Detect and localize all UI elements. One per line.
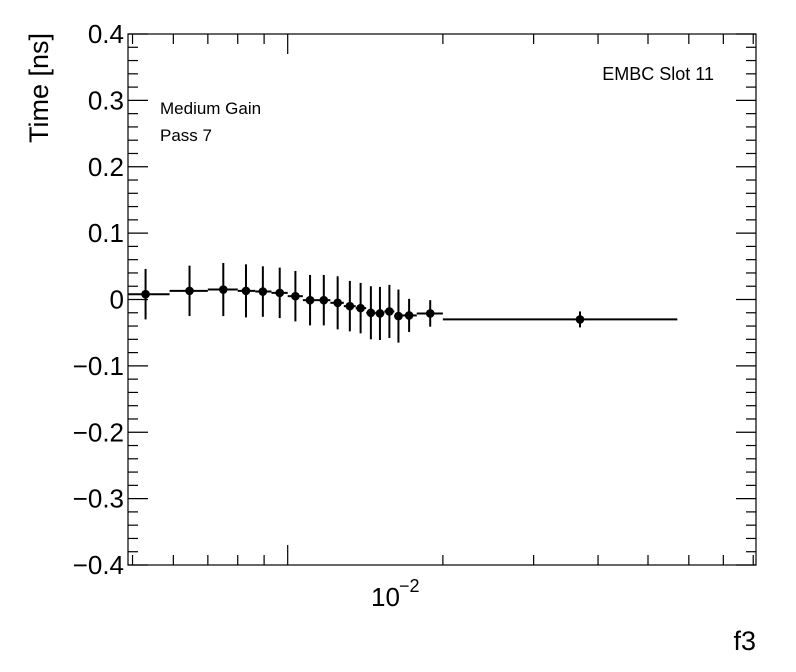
data-point bbox=[394, 289, 403, 343]
y-tick-label: 0 bbox=[110, 285, 124, 315]
data-point bbox=[384, 284, 395, 338]
y-tick-label: 0.2 bbox=[88, 152, 124, 182]
point-marker bbox=[345, 301, 355, 311]
x-tick-label-base: 10 bbox=[371, 582, 400, 612]
data-point bbox=[169, 265, 208, 317]
point-marker bbox=[241, 286, 251, 296]
data-point bbox=[302, 274, 318, 326]
data-point bbox=[366, 286, 376, 340]
y-tick-label: 0.4 bbox=[88, 19, 124, 49]
point-marker bbox=[375, 309, 385, 318]
point-marker bbox=[258, 287, 268, 296]
y-tick-label: −0.3 bbox=[73, 484, 124, 514]
data-series bbox=[128, 262, 678, 343]
data-point bbox=[375, 286, 385, 340]
x-axis-title: f3 bbox=[733, 626, 756, 656]
axis-ticks bbox=[128, 33, 756, 566]
data-point bbox=[207, 262, 238, 317]
point-marker bbox=[385, 307, 394, 316]
data-point bbox=[128, 268, 170, 320]
y-tick-label: −0.4 bbox=[73, 550, 124, 580]
point-marker bbox=[394, 311, 403, 321]
point-marker bbox=[333, 298, 342, 308]
data-point bbox=[330, 276, 344, 330]
data-point bbox=[271, 267, 288, 319]
data-point bbox=[416, 300, 443, 327]
point-marker bbox=[305, 295, 315, 305]
y-tick-label: 0.1 bbox=[88, 218, 124, 248]
data-point bbox=[355, 282, 367, 334]
point-marker bbox=[218, 285, 228, 294]
y-axis-title: Time [ns] bbox=[24, 33, 54, 143]
data-point bbox=[442, 311, 678, 328]
point-marker bbox=[291, 291, 300, 301]
point-marker bbox=[319, 295, 329, 305]
annotation-gain: Medium Gain bbox=[160, 99, 261, 118]
point-marker bbox=[366, 308, 376, 318]
point-marker bbox=[575, 315, 585, 324]
point-marker bbox=[275, 288, 285, 298]
y-tick-label: 0.3 bbox=[88, 85, 124, 115]
y-tick-label: −0.2 bbox=[73, 417, 124, 447]
point-marker bbox=[425, 309, 435, 318]
x-tick-label-exponent: −2 bbox=[399, 576, 420, 596]
point-marker bbox=[356, 303, 365, 313]
point-marker bbox=[185, 286, 194, 296]
data-point bbox=[402, 298, 417, 333]
y-tick-labels: 0.4 0.3 0.2 0.1 0 −0.1 −0.2 −0.3 −0.4 bbox=[73, 19, 124, 580]
data-point bbox=[255, 266, 272, 317]
data-point bbox=[237, 264, 256, 318]
point-marker bbox=[141, 289, 150, 299]
data-point bbox=[287, 270, 303, 322]
y-tick-label: −0.1 bbox=[73, 351, 124, 381]
annotation-pass: Pass 7 bbox=[160, 126, 212, 145]
point-marker bbox=[404, 311, 414, 320]
data-point bbox=[343, 280, 356, 332]
data-point bbox=[317, 274, 331, 326]
x-tick-labels: 10 −2 bbox=[371, 576, 420, 612]
annotation-slot: EMBC Slot 11 bbox=[602, 64, 714, 84]
